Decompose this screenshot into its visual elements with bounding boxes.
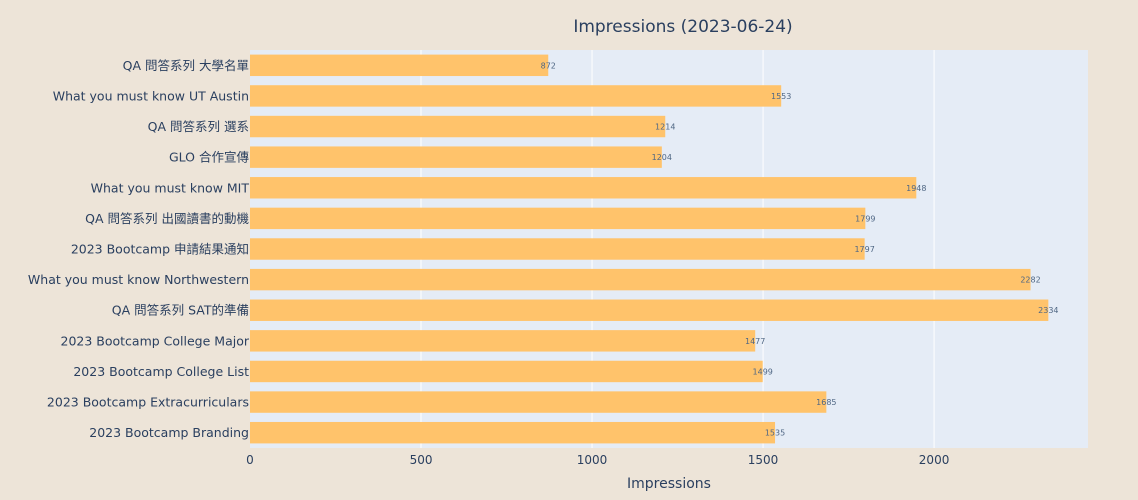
bar-value-label: 2282 xyxy=(1020,276,1040,285)
category-label: 2023 Bootcamp Branding xyxy=(89,425,249,440)
bar xyxy=(250,115,666,138)
bar xyxy=(250,268,1031,291)
bar-value-label: 2334 xyxy=(1038,306,1058,315)
bar-value-label: 1499 xyxy=(753,367,773,376)
bar-value-label: 1535 xyxy=(765,429,785,438)
category-label: 2023 Bootcamp Extracurriculars xyxy=(47,395,249,410)
bar xyxy=(250,85,782,107)
bar-value-label: 1553 xyxy=(771,92,791,101)
category-label: GLO 合作宣傳 xyxy=(169,150,250,165)
bar xyxy=(250,146,662,168)
x-tick-label: 2000 xyxy=(919,453,950,467)
bar xyxy=(250,330,756,352)
category-labels: QA 問答系列 大學名單 What you must know UT Austin… xyxy=(28,58,250,440)
bars xyxy=(250,54,1049,444)
category-label: What you must know UT Austin xyxy=(53,88,249,103)
bar xyxy=(250,177,917,199)
x-tick-label: 500 xyxy=(410,453,433,467)
category-label: 2023 Bootcamp 申請結果通知 xyxy=(71,242,249,257)
bar xyxy=(250,207,866,230)
category-label: 2023 Bootcamp College Major xyxy=(61,333,250,348)
bar-value-label: 1204 xyxy=(652,153,672,162)
bar xyxy=(250,421,776,444)
category-label: QA 問答系列 大學名單 xyxy=(123,58,249,73)
bar xyxy=(250,360,763,383)
category-label: QA 問答系列 出國讀書的動機 xyxy=(85,211,249,226)
x-tick-label: 0 xyxy=(246,453,254,467)
bar-value-label: 1477 xyxy=(745,337,765,346)
bar-value-label: 1685 xyxy=(816,398,836,407)
x-tick-label: 1000 xyxy=(577,453,608,467)
bar-value-label: 1797 xyxy=(854,245,874,254)
bar-value-label: 1799 xyxy=(855,214,875,223)
category-label: QA 問答系列 SAT的準備 xyxy=(112,303,249,318)
bar-value-label: 1948 xyxy=(906,184,926,193)
x-tick-labels: 0 500 1000 1500 2000 xyxy=(246,453,949,467)
data-labels: 872 1553 1214 1204 1948 1799 1797 2282 2334 1477 1… xyxy=(541,61,1059,437)
bar xyxy=(250,238,865,260)
category-label: 2023 Bootcamp College List xyxy=(73,364,249,379)
bar-value-label: 872 xyxy=(541,61,556,70)
bar xyxy=(250,299,1049,321)
chart-title: Impressions (2023-06-24) xyxy=(573,17,792,37)
x-tick-label: 1500 xyxy=(748,453,779,467)
bar xyxy=(250,391,827,413)
category-label: What you must know MIT xyxy=(91,180,250,195)
x-axis-title: Impressions xyxy=(627,476,711,492)
category-label: QA 問答系列 選系 xyxy=(148,119,249,134)
bar xyxy=(250,54,549,77)
category-label: What you must know Northwestern xyxy=(28,272,249,287)
bar-value-label: 1214 xyxy=(655,123,675,132)
